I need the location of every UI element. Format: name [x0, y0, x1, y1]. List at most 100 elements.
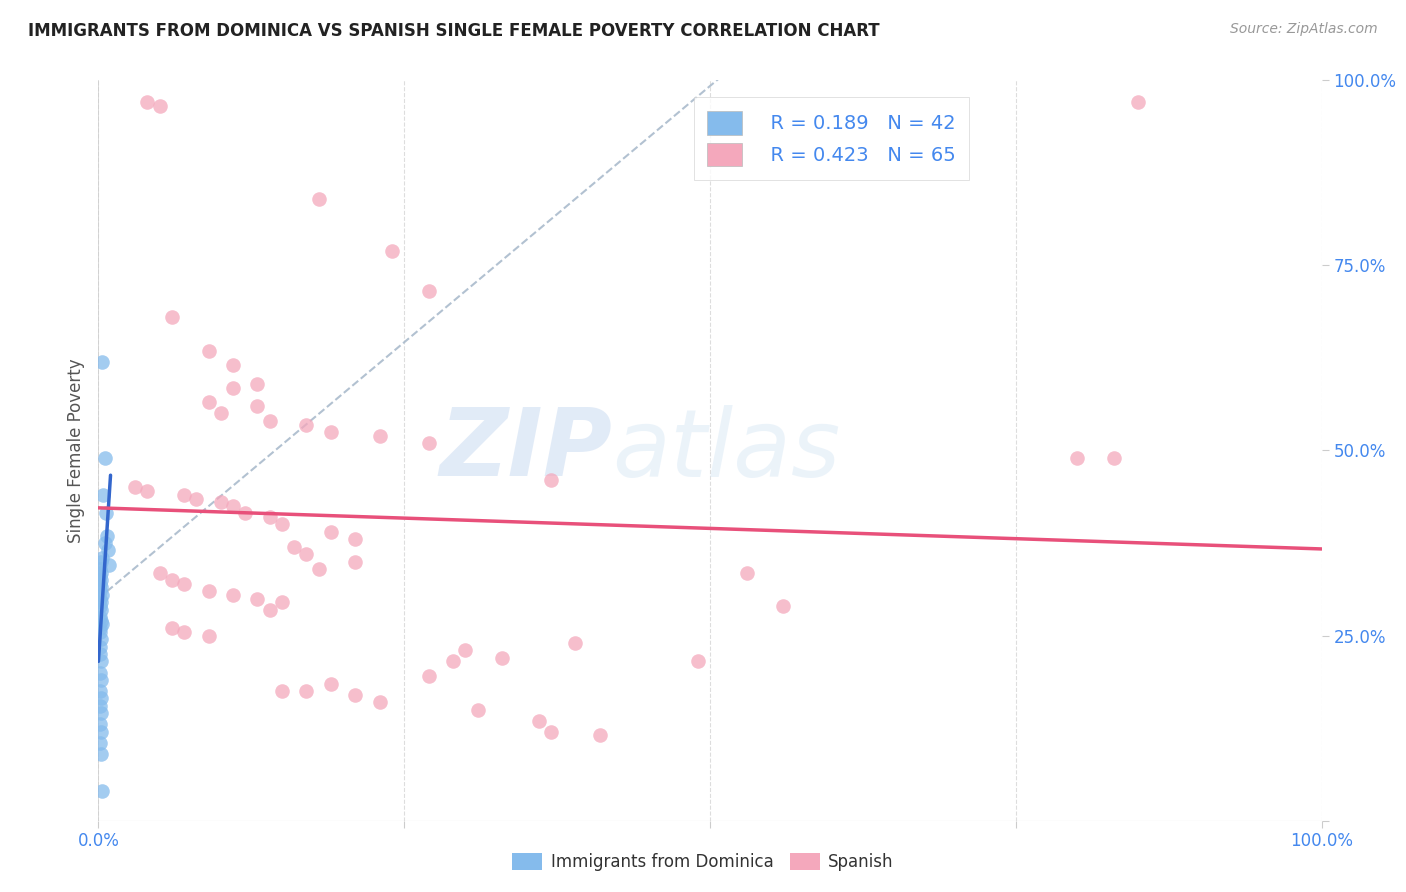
Point [173, 488, 195, 502]
Point [94, 507, 117, 521]
Point [295, 547, 318, 561]
Point [441, 655, 464, 669]
Y-axis label: Single Female Poverty: Single Female Poverty [66, 359, 84, 542]
Point [197, 584, 219, 599]
Point [368, 428, 391, 442]
Point [540, 724, 562, 739]
Point [89, 717, 111, 731]
Point [319, 425, 342, 439]
Point [93, 450, 115, 465]
Point [527, 714, 550, 728]
Point [136, 484, 159, 499]
Point [89, 569, 111, 583]
Point [259, 510, 281, 524]
Point [735, 566, 758, 580]
Point [209, 495, 232, 509]
Point [173, 624, 195, 639]
Point [90, 673, 112, 687]
Point [90, 595, 112, 609]
Point [589, 729, 612, 743]
Point [270, 684, 294, 698]
Point [89, 665, 111, 680]
Point [90, 724, 112, 739]
Point [233, 507, 256, 521]
Point [90, 747, 112, 761]
Point [270, 595, 294, 609]
Point [454, 643, 477, 657]
Point [91, 588, 114, 602]
Legend:   R = 0.189   N = 42,   R = 0.423   N = 65: R = 0.189 N = 42, R = 0.423 N = 65 [695, 97, 969, 180]
Point [540, 473, 562, 487]
Point [1102, 450, 1125, 465]
Point [91, 617, 114, 632]
Point [160, 573, 183, 587]
Point [89, 591, 111, 606]
Text: atlas: atlas [612, 405, 841, 496]
Point [319, 524, 342, 539]
Point [91, 550, 114, 565]
Point [90, 614, 112, 628]
Point [90, 566, 112, 580]
Point [1128, 95, 1150, 110]
Point [308, 192, 330, 206]
Point [209, 407, 232, 421]
Point [160, 621, 183, 635]
Point [186, 491, 208, 506]
Point [91, 488, 114, 502]
Point [89, 647, 111, 661]
Point [197, 343, 219, 358]
Point [222, 588, 245, 602]
Point [418, 669, 440, 683]
Point [368, 695, 391, 709]
Point [89, 736, 111, 750]
Text: ZIP: ZIP [439, 404, 612, 497]
Point [90, 632, 112, 647]
Point [259, 414, 281, 428]
Point [89, 599, 111, 613]
Point [295, 684, 318, 698]
Point [136, 95, 159, 110]
Point [270, 517, 294, 532]
Point [89, 562, 111, 576]
Point [418, 285, 440, 299]
Point [246, 399, 269, 413]
Point [344, 555, 367, 569]
Point [259, 602, 281, 616]
Point [96, 528, 118, 542]
Text: IMMIGRANTS FROM DOMINICA VS SPANISH SINGLE FEMALE POVERTY CORRELATION CHART: IMMIGRANTS FROM DOMINICA VS SPANISH SING… [28, 22, 880, 40]
Point [246, 591, 269, 606]
Point [197, 395, 219, 409]
Point [1066, 450, 1088, 465]
Point [124, 480, 146, 494]
Point [90, 573, 112, 587]
Point [90, 706, 112, 721]
Point [222, 359, 245, 373]
Point [90, 581, 112, 595]
Point [344, 688, 367, 702]
Point [686, 655, 709, 669]
Point [772, 599, 794, 613]
Point [381, 244, 404, 258]
Point [93, 536, 115, 550]
Point [90, 655, 112, 669]
Point [89, 624, 111, 639]
Point [97, 543, 120, 558]
Point [344, 533, 367, 547]
Point [149, 99, 172, 113]
Point [90, 555, 112, 569]
Point [89, 640, 111, 654]
Point [173, 576, 195, 591]
Point [295, 417, 318, 432]
Legend: Immigrants from Dominica, Spanish: Immigrants from Dominica, Spanish [503, 845, 903, 880]
Point [90, 602, 112, 616]
Point [90, 691, 112, 706]
Point [564, 636, 586, 650]
Point [91, 354, 114, 368]
Point [98, 558, 121, 573]
Point [308, 562, 330, 576]
Point [89, 576, 111, 591]
Point [319, 676, 342, 690]
Point [283, 540, 305, 554]
Point [89, 621, 111, 635]
Point [222, 499, 245, 513]
